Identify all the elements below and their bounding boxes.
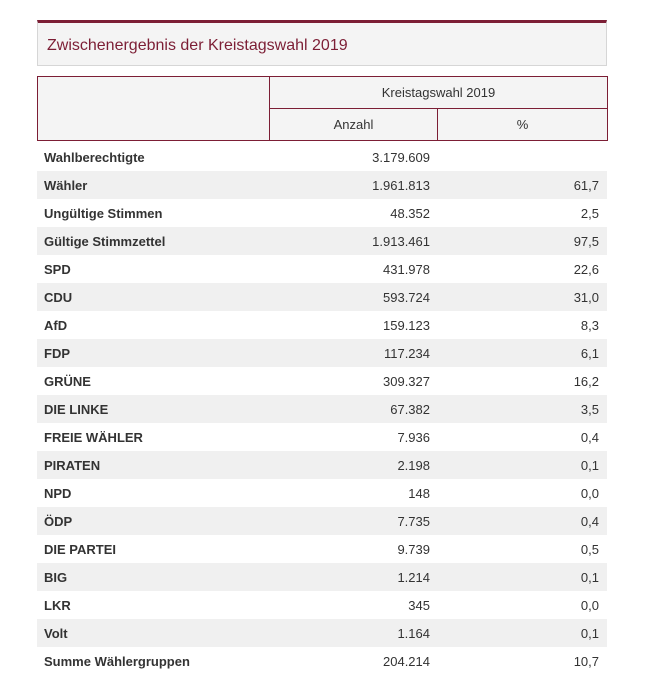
- row-count: 67.382: [390, 401, 430, 417]
- row-percent: 3,5: [580, 401, 599, 417]
- row-count: 204.214: [383, 653, 430, 669]
- row-count: 159.123: [383, 317, 430, 333]
- table-header: Kreistagswahl 2019 Anzahl %: [37, 76, 608, 141]
- row-percent: 22,6: [573, 261, 599, 277]
- row-count: 117.234: [383, 345, 430, 361]
- row-count: 148: [408, 485, 430, 501]
- row-percent: 0,0: [580, 597, 599, 613]
- table-row: BIG 1.214 0,1: [37, 563, 607, 591]
- header-empty-cell: [37, 76, 270, 141]
- row-percent: 0,4: [580, 429, 599, 445]
- table-row: FDP 117.234 6,1: [37, 339, 607, 367]
- row-label: FDP: [44, 345, 70, 361]
- table-row: Summe Wählergruppen 204.214 10,7: [37, 647, 607, 675]
- row-percent: 97,5: [573, 233, 599, 249]
- row-label: DIE LINKE: [44, 401, 109, 417]
- row-label: Wahlberechtigte: [44, 149, 145, 165]
- row-count: 309.327: [383, 373, 430, 389]
- results-panel: Zwischenergebnis der Kreistagswahl 2019 …: [37, 20, 608, 675]
- table-row: AfD 159.123 8,3: [37, 311, 607, 339]
- panel-title: Zwischenergebnis der Kreistagswahl 2019: [37, 20, 607, 66]
- row-label: ÖDP: [44, 513, 73, 529]
- row-count: 9.739: [397, 541, 430, 557]
- row-label: GRÜNE: [44, 373, 91, 389]
- row-label: Ungültige Stimmen: [44, 205, 163, 221]
- row-label: Wähler: [44, 177, 88, 193]
- row-percent: 0,1: [580, 569, 599, 585]
- table-row: Wahlberechtigte 3.179.609: [37, 143, 607, 171]
- row-count: 1.961.813: [372, 177, 430, 193]
- row-count: 1.913.461: [372, 233, 430, 249]
- row-percent: 10,7: [573, 653, 599, 669]
- table-row: FREIE WÄHLER 7.936 0,4: [37, 423, 607, 451]
- row-count: 3.179.609: [372, 149, 430, 165]
- row-count: 2.198: [397, 457, 430, 473]
- row-label: SPD: [44, 261, 71, 277]
- row-percent: 16,2: [573, 373, 599, 389]
- table-row: GRÜNE 309.327 16,2: [37, 367, 607, 395]
- row-percent: 0,4: [580, 513, 599, 529]
- row-count: 431.978: [383, 261, 430, 277]
- table-row: DIE LINKE 67.382 3,5: [37, 395, 607, 423]
- row-count: 7.735: [397, 513, 430, 529]
- table-row: LKR 345 0,0: [37, 591, 607, 619]
- row-percent: 0,1: [580, 457, 599, 473]
- row-label: Gültige Stimmzettel: [44, 233, 166, 249]
- row-percent: 0,5: [580, 541, 599, 557]
- row-count: 1.164: [397, 625, 430, 641]
- row-label: FREIE WÄHLER: [44, 429, 143, 445]
- row-percent: 0,0: [580, 485, 599, 501]
- table-row: CDU 593.724 31,0: [37, 283, 607, 311]
- table-row: Gültige Stimmzettel 1.913.461 97,5: [37, 227, 607, 255]
- row-label: DIE PARTEI: [44, 541, 116, 557]
- table-row: NPD 148 0,0: [37, 479, 607, 507]
- table-row: PIRATEN 2.198 0,1: [37, 451, 607, 479]
- row-count: 1.214: [397, 569, 430, 585]
- row-label: CDU: [44, 289, 73, 305]
- table-row: DIE PARTEI 9.739 0,5: [37, 535, 607, 563]
- row-label: PIRATEN: [44, 457, 101, 473]
- row-count: 593.724: [383, 289, 430, 305]
- header-group-label: Kreistagswahl 2019: [269, 76, 608, 109]
- row-label: LKR: [44, 597, 71, 613]
- row-percent: 8,3: [580, 317, 599, 333]
- header-count-column: Anzahl: [269, 108, 438, 141]
- row-label: Summe Wählergruppen: [44, 653, 190, 669]
- table-row: SPD 431.978 22,6: [37, 255, 607, 283]
- table-row: ÖDP 7.735 0,4: [37, 507, 607, 535]
- row-count: 7.936: [397, 429, 430, 445]
- results-rows: Wahlberechtigte 3.179.609 Wähler 1.961.813 6…: [37, 143, 607, 675]
- row-label: BIG: [44, 569, 68, 585]
- row-percent: 6,1: [580, 345, 599, 361]
- row-percent: 31,0: [573, 289, 599, 305]
- row-percent: 0,1: [580, 625, 599, 641]
- row-percent: 61,7: [573, 177, 599, 193]
- row-count: 345: [408, 597, 430, 613]
- row-label: NPD: [44, 485, 72, 501]
- row-count: 48.352: [390, 205, 430, 221]
- row-label: Volt: [44, 625, 68, 641]
- row-label: AfD: [44, 317, 68, 333]
- table-row: Ungültige Stimmen 48.352 2,5: [37, 199, 607, 227]
- row-percent: 2,5: [580, 205, 599, 221]
- header-percent-column: %: [437, 108, 608, 141]
- table-row: Volt 1.164 0,1: [37, 619, 607, 647]
- table-row: Wähler 1.961.813 61,7: [37, 171, 607, 199]
